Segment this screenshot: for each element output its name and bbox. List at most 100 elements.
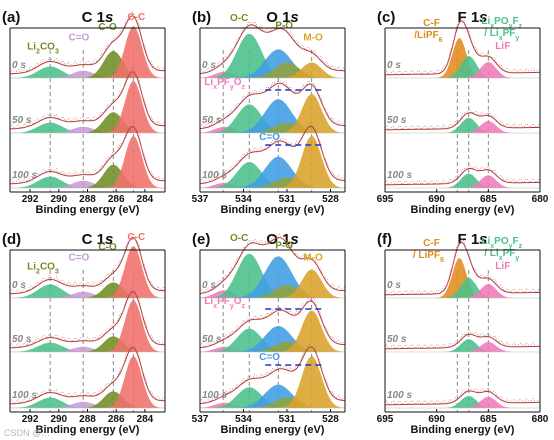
peak-c-o bbox=[10, 291, 165, 298]
panel-e: (e) O 1s 0 s 50 s 100 s LixPFyOz C=O O-C P-O M-O 5… bbox=[192, 231, 346, 436]
peak-lif bbox=[385, 62, 540, 78]
peak-li2co3 bbox=[10, 66, 165, 78]
x-tick-label: 286 bbox=[108, 194, 125, 205]
panel-label: (b) bbox=[192, 9, 211, 26]
peak-label: C-F bbox=[423, 238, 440, 249]
peak-label: LiF bbox=[495, 261, 510, 272]
x-tick-label: 534 bbox=[235, 194, 252, 205]
raw-data-line bbox=[199, 122, 346, 184]
x-tick-label: 685 bbox=[480, 414, 497, 425]
time-label: 100 s bbox=[387, 390, 412, 401]
peak-c-o bbox=[200, 384, 345, 408]
peak-lif bbox=[385, 396, 540, 408]
peak-p-o bbox=[200, 62, 345, 78]
x-axis-label: Binding energy (eV) bbox=[411, 204, 515, 216]
peak-lif bbox=[385, 342, 540, 352]
x-tick-label: 528 bbox=[322, 194, 339, 205]
envelope-line bbox=[385, 241, 540, 296]
peak-lixpoyfz-lixpfy bbox=[385, 278, 540, 298]
peak-o-c bbox=[200, 387, 345, 408]
envelope-line bbox=[199, 82, 346, 130]
peak-label: P-O bbox=[275, 21, 293, 32]
time-label: 0 s bbox=[202, 280, 216, 291]
panel-label: (a) bbox=[2, 9, 20, 26]
peak-label: / LixPFy bbox=[484, 248, 519, 262]
peak-p-o bbox=[200, 122, 345, 133]
time-label: 100 s bbox=[12, 390, 37, 401]
envelope-line bbox=[385, 390, 540, 406]
time-label: 100 s bbox=[387, 170, 412, 181]
peak-label: C-F bbox=[423, 18, 440, 29]
peak-label: C=O bbox=[259, 132, 280, 143]
peak-c-c bbox=[10, 26, 165, 79]
peak-label: /LiPF6 bbox=[414, 30, 442, 44]
envelope-line bbox=[9, 125, 166, 185]
peak-m-o bbox=[200, 62, 345, 78]
panel-label: (d) bbox=[2, 231, 21, 248]
x-tick-label: 680 bbox=[532, 414, 549, 425]
time-label: 50 s bbox=[202, 115, 222, 126]
panel-d: (d) C 1s 0 s 50 s 100 s Li2CO3 C=O C-O C-C 292 290… bbox=[2, 231, 166, 436]
peak-c-o bbox=[200, 156, 345, 188]
envelope-line bbox=[9, 15, 166, 75]
x-tick-label: 695 bbox=[377, 194, 394, 205]
x-tick-label: 292 bbox=[22, 414, 39, 425]
peak-lif bbox=[385, 284, 540, 298]
peak-m-o bbox=[200, 310, 345, 352]
peak-p-o bbox=[200, 177, 345, 188]
x-tick-label: 531 bbox=[279, 194, 296, 205]
peak-li2co3 bbox=[10, 176, 165, 188]
raw-data-line bbox=[199, 343, 346, 404]
peak-o-c bbox=[200, 104, 345, 133]
envelope-line bbox=[9, 290, 166, 349]
watermark: CSDN @… bbox=[4, 428, 50, 438]
raw-data-line bbox=[384, 163, 541, 186]
peak-c-o bbox=[10, 180, 165, 188]
peak-m-o bbox=[200, 94, 345, 133]
x-tick-label: 284 bbox=[137, 414, 154, 425]
x-axis-label: Binding energy (eV) bbox=[36, 424, 140, 436]
x-tick-label: 531 bbox=[279, 414, 296, 425]
panel-b: (b) O 1s 0 s 50 s 100 s LixPFyOz C=O O-C P-O M-O 5… bbox=[192, 9, 346, 216]
peak-c-c bbox=[10, 300, 165, 352]
peak-p-o bbox=[200, 397, 345, 408]
envelope-line bbox=[199, 346, 346, 405]
time-label: 0 s bbox=[387, 60, 401, 71]
envelope-line bbox=[199, 125, 346, 185]
peak-c-c bbox=[10, 136, 165, 188]
raw-data-line bbox=[199, 232, 346, 294]
envelope-line bbox=[385, 112, 540, 131]
x-tick-label: 288 bbox=[79, 414, 96, 425]
peak-li2co3 bbox=[10, 122, 165, 133]
peak-p-o bbox=[200, 285, 345, 298]
time-label: 0 s bbox=[202, 60, 216, 71]
peak-label: LixPOyFz bbox=[481, 236, 522, 250]
x-tick-label: 284 bbox=[137, 194, 154, 205]
envelope-line bbox=[199, 236, 345, 294]
panel-label: (e) bbox=[192, 231, 210, 248]
raw-data-line bbox=[9, 121, 166, 184]
envelope-line bbox=[199, 24, 345, 75]
time-label: 50 s bbox=[12, 334, 32, 345]
x-tick-label: 690 bbox=[428, 414, 445, 425]
peak-li2co3 bbox=[10, 284, 165, 298]
peak-label: C=O bbox=[259, 352, 280, 363]
peak-lif bbox=[385, 175, 540, 188]
time-label: 50 s bbox=[387, 115, 407, 126]
peak-c-o bbox=[200, 326, 345, 352]
envelope-line bbox=[199, 300, 346, 349]
time-label: 50 s bbox=[387, 334, 407, 345]
peak-label: LiF bbox=[495, 41, 510, 52]
envelope-line bbox=[385, 333, 540, 350]
peak-label: LixPFyOz bbox=[204, 77, 245, 91]
peak-o-c bbox=[200, 328, 345, 352]
peak-p-o bbox=[200, 341, 345, 352]
peak-label: P-O bbox=[275, 241, 293, 252]
peak-lixpoyfz-lixpfy bbox=[385, 396, 540, 408]
peak-c-c bbox=[10, 246, 165, 298]
x-tick-label: 690 bbox=[428, 194, 445, 205]
time-label: 50 s bbox=[12, 115, 32, 126]
peak-m-o bbox=[200, 356, 345, 408]
